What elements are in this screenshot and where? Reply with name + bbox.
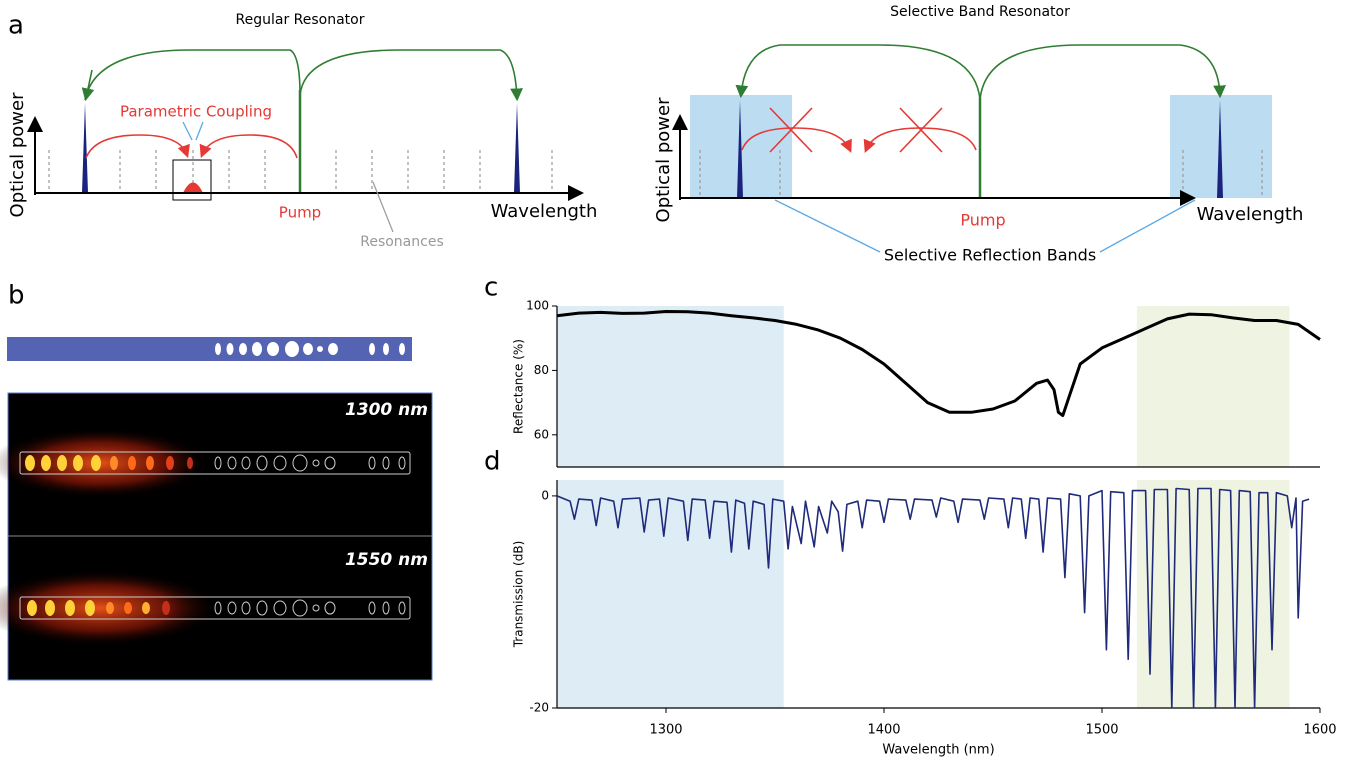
waveguide [7,337,412,361]
cross-mark [769,107,943,153]
panel-a-selective: Selective Band Resonator Optical power W… [653,4,1303,265]
x-axis-label: Wavelength [491,201,598,222]
x-tick-label: 1300 [649,723,682,738]
idler-peak [514,103,520,193]
field-lobes [25,455,193,616]
green-arch [84,49,301,101]
green-arrowhead [81,69,95,102]
signal-peak [737,100,743,198]
y-tick-label: 0 [541,488,549,502]
resonance-lines [699,150,1263,198]
panel-label: b [8,281,25,311]
waveguide-outline [19,451,411,620]
panel-b: b 1300 nm 1550 nm [0,281,433,681]
resonances-label: Resonances [360,234,444,250]
y-tick-label: 60 [534,427,549,441]
panel-a-regular: a Regular Resonator Parametric Coupling … [7,11,597,251]
pointer [774,199,881,253]
x-tick-label: 1500 [1085,723,1118,738]
x-axis-label: Wavelength [1197,204,1304,225]
panel-label: a [8,11,24,41]
diagram-title: Regular Resonator [236,12,365,28]
pointer [372,181,394,233]
coupling-arrow [85,134,190,159]
blocked-coupling [863,127,977,153]
pump-label: Pump [279,204,321,222]
signal-peak [82,103,88,193]
x-tick-label: 1400 [867,723,900,738]
green-arch [979,44,1226,101]
bands-label: Selective Reflection Bands [884,246,1096,265]
diagram-title: Selective Band Resonator [890,4,1070,20]
y-axis-label: Reflectance (%) [512,339,526,434]
coupling-arrow [199,134,298,159]
panel-label: d [484,447,501,477]
pump-label: Pump [960,211,1005,230]
green-arch [735,44,981,101]
generated-peak [183,182,203,193]
zoom-box [172,159,212,201]
highlight-band [557,480,784,708]
highlight-band [557,306,784,467]
coupling-label: Parametric Coupling [120,103,272,121]
x-tick-label: 1600 [1303,723,1336,738]
y-tick-label: 80 [534,363,549,377]
panel-label: c [484,273,498,303]
field-glow [0,428,210,498]
data-line [556,487,1310,709]
y-tick-label: -20 [529,701,549,715]
pointer [182,121,193,141]
y-tick-label: 100 [526,299,549,313]
y-axis-label: Transmission (dB) [512,541,526,649]
highlight-band [1136,306,1290,467]
wavelength-label: 1300 nm [345,400,428,420]
resonance-lines [48,150,553,193]
y-axis-label: Optical power [653,97,674,223]
x-axis-label: Wavelength (nm) [882,743,994,758]
y-axis-label: Optical power [7,92,28,218]
holes [215,341,405,357]
green-arch [299,49,523,102]
data-line [556,310,1321,417]
blocked-coupling [741,127,852,153]
idler-peak [1217,100,1223,198]
wavelength-label: 1550 nm [345,550,428,570]
pointer [1099,199,1196,253]
pointer [195,121,204,141]
